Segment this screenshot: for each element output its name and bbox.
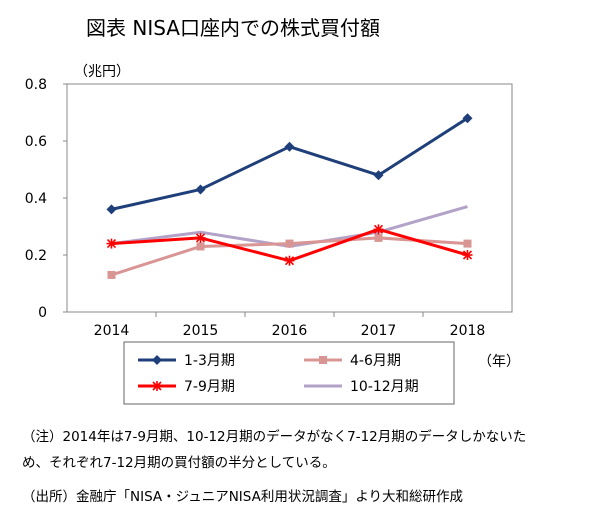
data-point [374,233,383,242]
y-unit-label: （兆円） [74,64,130,80]
x-tick-label: 2018 [450,323,486,339]
y-tick-label: 0.4 [25,191,47,207]
data-point [462,250,473,260]
data-point [285,239,294,248]
data-point [373,224,384,235]
x-tick-label: 2017 [361,323,397,339]
plot-area [66,83,513,313]
data-point [373,170,384,181]
y-tick-label: 0.6 [25,134,47,150]
x-tick-label: 2015 [183,323,219,339]
data-point [463,239,472,248]
data-point [196,242,205,251]
legend-item-4: 10-12月期 [304,379,419,395]
legend-label: 4-6月期 [350,353,401,369]
legend-label: 10-12月期 [350,379,419,395]
legend-item-1: 1-3月期 [138,353,235,369]
note-line-2: め、それぞれ7-12月期の買付額の半分としている。 [22,455,336,471]
series-2 [107,233,472,279]
chart: 0 0.2 0.4 0.6 0.8 2014 2015 2016 2017 2018 （兆円） （年）… [25,64,520,405]
chart-title: 図表 NISA口座内での株式買付額 [86,16,380,40]
series-1 [106,113,473,215]
x-tick-label: 2014 [94,323,130,339]
legend-label: 7-9月期 [184,379,235,395]
data-point [195,232,206,243]
data-point [284,141,295,152]
legend-label: 1-3月期 [184,353,235,369]
data-point [284,255,295,266]
source-note: （出所）金融庁「NISA・ジュニアNISA利用状況調査」より大和総研作成 [22,489,464,505]
legend-marker [152,381,162,391]
data-point [107,270,116,279]
data-point [106,204,117,215]
legend-item-3: 7-9月期 [138,379,235,395]
data-point [106,238,117,249]
data-point [462,113,473,124]
y-tick-label: 0 [38,305,47,321]
legend-item-2: 4-6月期 [304,353,401,369]
x-unit-label: （年） [478,354,520,370]
x-tick-label: 2016 [272,323,308,339]
y-tick-label: 0.8 [25,77,47,93]
legend-box [123,341,455,405]
series-line [111,116,469,211]
legend-marker [152,355,162,365]
legend-marker [319,356,327,364]
y-tick-label: 0.2 [25,248,47,264]
data-point [195,184,206,195]
series-3 [106,224,473,266]
note-line-1: （注）2014年は7-9月期、10-12月期のデータがなく7-12月期のデータし… [22,429,527,445]
